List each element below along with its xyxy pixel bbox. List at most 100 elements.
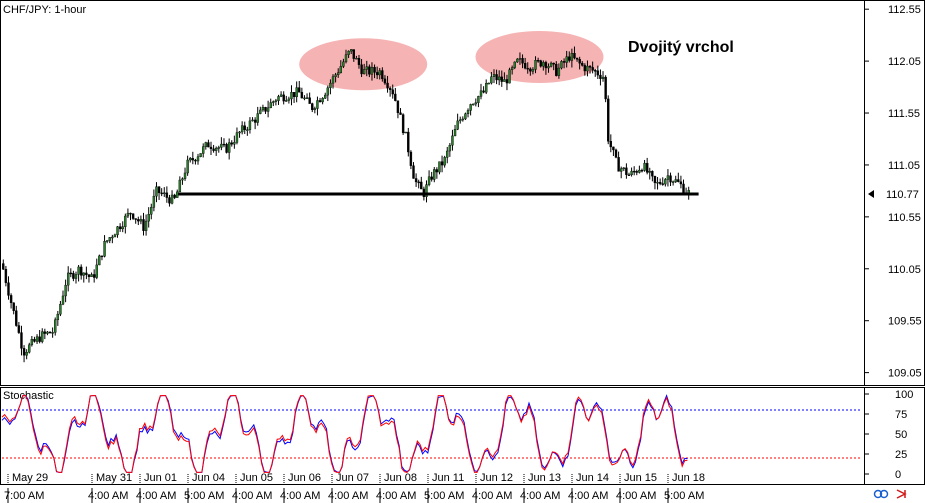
candle: [20, 325, 23, 356]
candle: [596, 65, 600, 80]
candle: [373, 64, 376, 79]
triangle-marker-icon: [868, 190, 874, 198]
candle: [461, 116, 465, 122]
candle: [547, 63, 550, 73]
candle: [290, 85, 293, 106]
candle: [365, 60, 368, 77]
candle: [155, 182, 158, 203]
candle: [28, 342, 31, 354]
candle: [588, 65, 592, 74]
candle: [48, 331, 52, 334]
current-price-label: 110.77: [886, 189, 919, 201]
candle: [344, 49, 348, 64]
candle: [664, 178, 667, 187]
candle: [292, 92, 296, 103]
candle: [225, 142, 228, 154]
candle: [111, 234, 114, 244]
candle: [355, 55, 358, 60]
candle: [277, 94, 280, 105]
time-tick-label: 4:00 AM: [568, 490, 608, 502]
candle: [92, 269, 96, 283]
candle: [632, 166, 636, 176]
date-tick-label: May 29: [12, 472, 48, 484]
stochastic-axis-frame: [864, 387, 925, 485]
candle: [479, 83, 483, 100]
candle: [565, 50, 568, 68]
candle: [137, 216, 140, 226]
candle: [118, 223, 122, 232]
candle: [513, 61, 516, 70]
candle: [9, 293, 13, 309]
candle: [658, 178, 662, 186]
highlight-layer: [299, 30, 604, 91]
candle: [386, 75, 389, 93]
candle: [87, 273, 91, 283]
candle: [562, 58, 566, 69]
candle: [308, 92, 311, 104]
time-tick-label: 4:00 AM: [88, 490, 128, 502]
candle: [25, 349, 28, 360]
candle: [487, 82, 490, 85]
candle: [477, 95, 480, 108]
date-tick-label: Jun 15: [624, 472, 657, 484]
candle: [264, 106, 267, 114]
candle: [238, 130, 241, 138]
candle: [103, 235, 106, 258]
candle: [259, 106, 262, 115]
candle: [61, 290, 65, 306]
candle: [591, 61, 594, 74]
price-tick-label: 112.55: [888, 4, 921, 16]
highlight-second-top: [475, 30, 604, 83]
candle: [217, 145, 220, 153]
candle: [399, 108, 402, 115]
candle: [388, 86, 392, 97]
candle: [331, 74, 335, 89]
stoch-tick-label: 25: [895, 449, 907, 461]
candle: [557, 63, 561, 79]
link-icon[interactable]: [873, 489, 889, 499]
candle: [144, 214, 148, 236]
candle: [352, 49, 355, 62]
candle: [303, 95, 306, 101]
candle: [251, 117, 254, 122]
candle: [640, 168, 644, 173]
candle: [671, 180, 675, 186]
candle: [142, 212, 145, 236]
candle: [656, 177, 659, 190]
candle: [578, 56, 581, 70]
candle: [233, 135, 236, 149]
stoch-tick-label: 100: [895, 389, 913, 401]
candle: [181, 177, 184, 185]
candle: [69, 268, 73, 278]
candle: [430, 171, 433, 182]
candle: [516, 58, 519, 63]
arrow-right-icon[interactable]: [896, 489, 907, 499]
date-tick-label: Jun 05: [240, 472, 273, 484]
time-tick-label: 7:00 AM: [4, 490, 44, 502]
candle: [570, 48, 574, 68]
candle: [298, 80, 301, 93]
candle: [414, 173, 418, 187]
date-tick-label: Jun 13: [528, 472, 561, 484]
candle: [170, 190, 174, 205]
candle: [666, 169, 670, 187]
candle: [124, 213, 127, 234]
candle: [638, 165, 641, 174]
candle: [645, 157, 649, 175]
candle: [661, 177, 664, 186]
current-price-marker: 110.77: [868, 189, 919, 201]
chart-title: CHF/JPY: 1-hour: [3, 4, 86, 16]
candle: [329, 79, 332, 95]
candle: [90, 272, 93, 278]
candle: [435, 167, 439, 179]
candle: [134, 218, 137, 224]
candle: [427, 170, 431, 187]
candle: [583, 63, 587, 76]
candle: [295, 81, 298, 103]
date-tick-label: Jun 06: [288, 472, 321, 484]
time-tick-label: 4:00 AM: [232, 490, 272, 502]
candle: [417, 179, 420, 189]
candle: [544, 60, 548, 75]
candle: [334, 72, 337, 83]
candle: [542, 60, 545, 71]
